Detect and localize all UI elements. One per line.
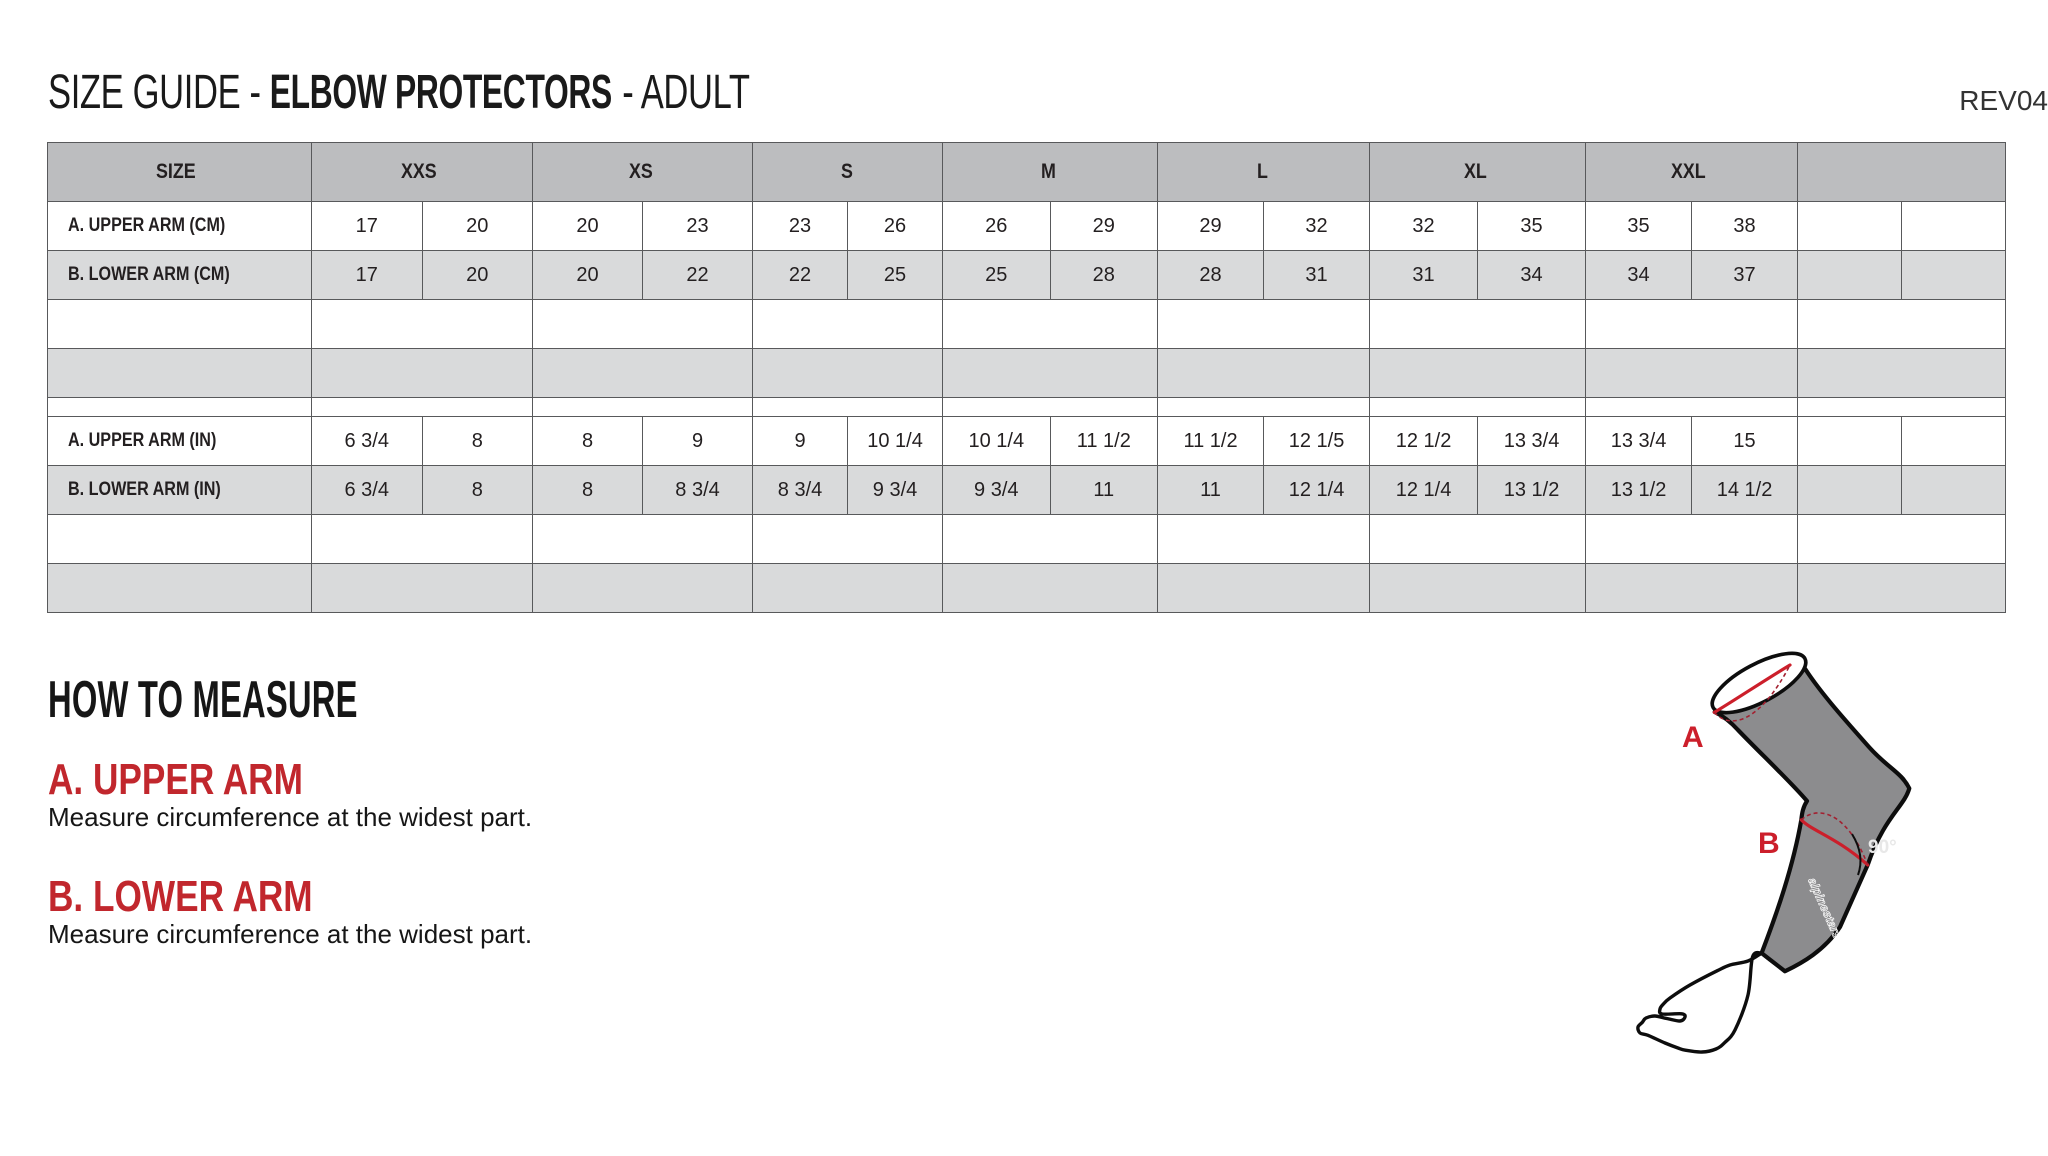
svg-text:A: A	[1682, 721, 1704, 754]
svg-text:90°: 90°	[1868, 837, 1897, 858]
svg-text:B: B	[1758, 827, 1780, 860]
